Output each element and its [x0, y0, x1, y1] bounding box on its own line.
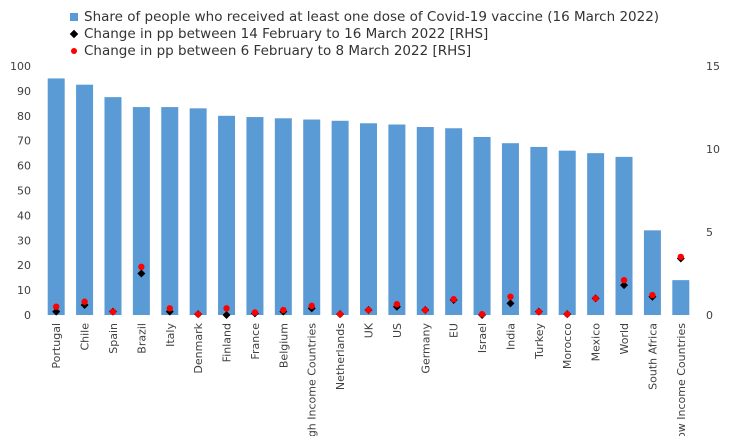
bar [104, 97, 122, 315]
dot-marker [223, 305, 230, 312]
y-left-tick-label: 40 [17, 209, 31, 222]
x-tick-label: Mexico [590, 323, 603, 362]
dot-marker [194, 310, 202, 318]
legend-bar-swatch-icon [68, 12, 80, 21]
x-tick-label: Denmark [192, 322, 205, 373]
x-tick-label: EU [448, 323, 461, 338]
dot-marker [450, 296, 457, 303]
bar [643, 230, 661, 315]
legend-label-share: Share of people who received at least on… [84, 8, 660, 25]
x-tick-label: UK [363, 322, 376, 338]
x-tick-label: Turkey [533, 323, 546, 360]
bar [331, 120, 349, 315]
x-tick-label: Morocco [561, 323, 574, 369]
x-tick-label: World [618, 323, 631, 355]
bar [473, 136, 491, 315]
y-right-tick-label: 5 [706, 226, 713, 239]
y-left-tick-label: 20 [17, 259, 31, 272]
dot-marker [649, 291, 656, 299]
bar [416, 127, 434, 315]
dot-marker [251, 309, 259, 316]
bar [76, 84, 94, 315]
bar [246, 117, 264, 315]
bar [218, 115, 236, 315]
dot-marker [336, 310, 344, 318]
y-left-tick-label: 90 [17, 85, 31, 98]
bar [360, 123, 377, 316]
x-tick-label: High Income Countries [306, 323, 319, 436]
y-right-tick-label: 0 [706, 309, 713, 322]
x-tick-label: France [249, 323, 262, 360]
dot-marker [535, 308, 543, 315]
x-tick-label: Israel [476, 323, 489, 353]
dot-marker [592, 295, 599, 302]
dot-marker [478, 310, 486, 318]
bar [587, 153, 605, 315]
dot-marker [422, 306, 429, 314]
y-left-tick-label: 10 [17, 284, 31, 297]
legend-dot-icon [68, 47, 80, 54]
y-left-tick-label: 80 [17, 110, 31, 123]
diamond-marker [222, 311, 231, 319]
y-left-tick-label: 70 [17, 135, 31, 148]
dot-marker [280, 306, 287, 314]
dot-marker [109, 308, 117, 315]
dot-marker [365, 306, 372, 314]
bar [303, 119, 321, 315]
diamond-marker [620, 281, 629, 290]
bar [274, 118, 292, 315]
legend-item-share: Share of people who received at least on… [68, 8, 659, 25]
x-tick-label: South Africa [646, 323, 659, 390]
bar [501, 143, 519, 315]
bar [558, 150, 576, 315]
x-tick-label: Belgium [277, 323, 290, 368]
dot-marker [507, 293, 514, 300]
x-tick-label: Low Income Countries [675, 323, 688, 436]
x-tick-label: Netherlands [334, 323, 347, 390]
bar [672, 280, 690, 315]
diamond-marker [52, 307, 61, 316]
legend-label-change-feb-mar8: Change in pp between 6 February to 8 Mar… [84, 42, 472, 59]
bar [161, 107, 179, 316]
bar [615, 156, 633, 315]
bar [132, 107, 150, 316]
x-tick-label: Italy [164, 323, 177, 347]
legend-item-change-feb-mar8: Change in pp between 6 February to 8 Mar… [68, 42, 659, 59]
dot-marker [620, 276, 628, 284]
dot-marker [677, 253, 685, 261]
dot-marker [138, 263, 145, 271]
bar [388, 124, 406, 315]
dot-marker [52, 303, 60, 310]
x-tick-label: Brazil [135, 323, 148, 354]
x-tick-label: Spain [107, 323, 120, 354]
dot-marker [564, 310, 571, 318]
dot-marker [393, 301, 401, 308]
bar [445, 128, 463, 315]
y-left-tick-label: 100 [10, 60, 31, 73]
dot-marker [81, 298, 88, 305]
bar [47, 78, 65, 315]
legend-label-change-feb-mar16: Change in pp between 14 February to 16 M… [84, 25, 489, 42]
y-left-tick-label: 60 [17, 160, 31, 173]
x-tick-label: Portugal [50, 323, 63, 369]
y-right-tick-label: 10 [706, 143, 720, 156]
chart-legend: Share of people who received at least on… [68, 8, 659, 59]
x-tick-label: India [504, 323, 517, 350]
y-right-tick-label: 15 [706, 60, 720, 73]
diamond-marker [506, 299, 515, 308]
y-left-tick-label: 30 [17, 234, 31, 247]
x-tick-label: US [391, 323, 404, 338]
y-left-tick-label: 50 [17, 185, 31, 198]
dot-marker [308, 302, 315, 310]
x-tick-label: Germany [419, 323, 432, 374]
y-left-tick-label: 0 [24, 309, 31, 322]
x-tick-label: Finland [221, 323, 234, 362]
legend-item-change-feb-mar16: Change in pp between 14 February to 16 M… [68, 25, 659, 42]
diamond-marker [137, 269, 146, 278]
dot-marker [166, 305, 173, 312]
x-tick-label: Chile [79, 323, 92, 351]
bar [189, 108, 207, 315]
bar [530, 146, 548, 315]
